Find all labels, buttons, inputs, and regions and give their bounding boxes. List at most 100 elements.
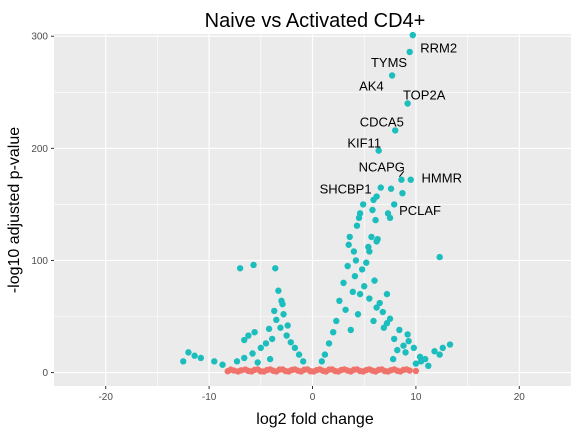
data-point xyxy=(328,366,336,373)
gene-label: RRM2 xyxy=(420,40,457,55)
y-axis-ticks: 0 100 200 300 xyxy=(31,32,54,379)
y-tick-label: 200 xyxy=(31,144,48,155)
data-point xyxy=(272,265,279,272)
data-point xyxy=(380,324,388,331)
gene-label: TYMS xyxy=(371,55,407,70)
data-point xyxy=(287,339,294,346)
data-point xyxy=(245,332,252,339)
data-point xyxy=(372,216,379,224)
data-point xyxy=(446,341,454,348)
data-point xyxy=(280,311,287,318)
data-point xyxy=(436,351,443,358)
data-point xyxy=(329,328,337,336)
data-point xyxy=(297,368,305,375)
data-point xyxy=(416,353,424,361)
data-point xyxy=(398,176,405,183)
data-point xyxy=(353,366,361,373)
data-point xyxy=(275,287,282,294)
data-point xyxy=(371,277,378,284)
y-tick-label: 300 xyxy=(31,32,48,43)
data-point xyxy=(254,359,261,366)
data-point xyxy=(346,233,353,241)
data-point xyxy=(351,272,359,280)
data-point xyxy=(366,366,373,373)
data-point xyxy=(233,358,241,365)
data-point xyxy=(341,366,348,373)
data-point xyxy=(236,265,244,272)
data-point xyxy=(388,72,396,79)
data-point xyxy=(268,335,276,343)
data-point xyxy=(260,368,268,375)
gene-annotations: RRM2 TYMS AK4 TOP2A CDCA5 KIF11 NCAPG HMMR SHCBP… xyxy=(320,40,462,218)
data-point xyxy=(383,320,391,327)
data-point xyxy=(370,317,377,325)
gene-label: SHCBP1 xyxy=(320,182,372,197)
data-point xyxy=(251,328,258,336)
data-point xyxy=(368,233,375,241)
data-point xyxy=(402,349,409,356)
data-point xyxy=(284,322,291,329)
y-tick-label: 0 xyxy=(42,368,48,379)
data-point xyxy=(375,147,382,154)
data-point xyxy=(299,358,307,365)
x-tick-label: 0 xyxy=(310,392,316,403)
data-point xyxy=(345,241,352,248)
data-point xyxy=(335,368,342,375)
data-point xyxy=(295,351,303,358)
gene-label: PCLAF xyxy=(399,203,441,218)
data-point xyxy=(318,358,326,365)
data-point xyxy=(390,366,398,373)
data-point xyxy=(227,366,235,373)
x-tick-label: 10 xyxy=(410,392,422,403)
major-gridlines xyxy=(54,34,571,386)
data-point xyxy=(262,340,270,347)
data-point xyxy=(373,238,380,245)
data-point xyxy=(277,324,284,331)
x-axis-label: log2 fold change xyxy=(256,411,374,428)
data-point xyxy=(180,358,187,365)
data-point xyxy=(291,344,299,352)
data-point xyxy=(352,257,360,264)
data-point xyxy=(285,368,292,375)
data-point xyxy=(383,290,391,298)
data-point xyxy=(344,262,351,270)
data-point xyxy=(197,354,205,362)
data-point xyxy=(405,337,412,345)
data-point xyxy=(378,366,385,373)
gene-label: NCAPG xyxy=(359,159,405,174)
data-point xyxy=(397,368,404,375)
x-tick-label: -20 xyxy=(98,392,113,403)
data-point xyxy=(394,346,401,354)
data-points xyxy=(180,31,454,375)
data-point xyxy=(322,368,330,375)
data-point xyxy=(436,253,443,261)
y-axis-label: -log10 adjusted p-value xyxy=(6,127,23,293)
data-point xyxy=(386,214,394,222)
data-point xyxy=(403,366,410,373)
data-point xyxy=(354,311,362,318)
x-tick-label: 20 xyxy=(514,392,526,403)
data-point xyxy=(254,366,261,373)
data-point xyxy=(347,368,354,375)
data-point xyxy=(392,127,399,134)
data-point xyxy=(409,31,416,39)
data-point xyxy=(400,342,407,349)
gene-label: KIF11 xyxy=(347,136,381,151)
data-point xyxy=(248,368,255,375)
data-point xyxy=(412,360,420,367)
data-point xyxy=(325,340,333,347)
data-point xyxy=(373,304,380,311)
data-point xyxy=(342,306,349,313)
data-point xyxy=(279,300,286,308)
x-axis-ticks: -20 -10 0 10 20 xyxy=(98,386,525,403)
data-point xyxy=(241,336,248,344)
data-point xyxy=(273,316,280,324)
data-point xyxy=(361,283,368,290)
data-point xyxy=(266,355,274,363)
chart-title: Naive vs Activated CD4+ xyxy=(205,10,426,32)
data-point xyxy=(219,361,226,368)
data-point xyxy=(250,261,257,269)
data-point xyxy=(359,368,367,375)
data-point xyxy=(379,308,387,316)
